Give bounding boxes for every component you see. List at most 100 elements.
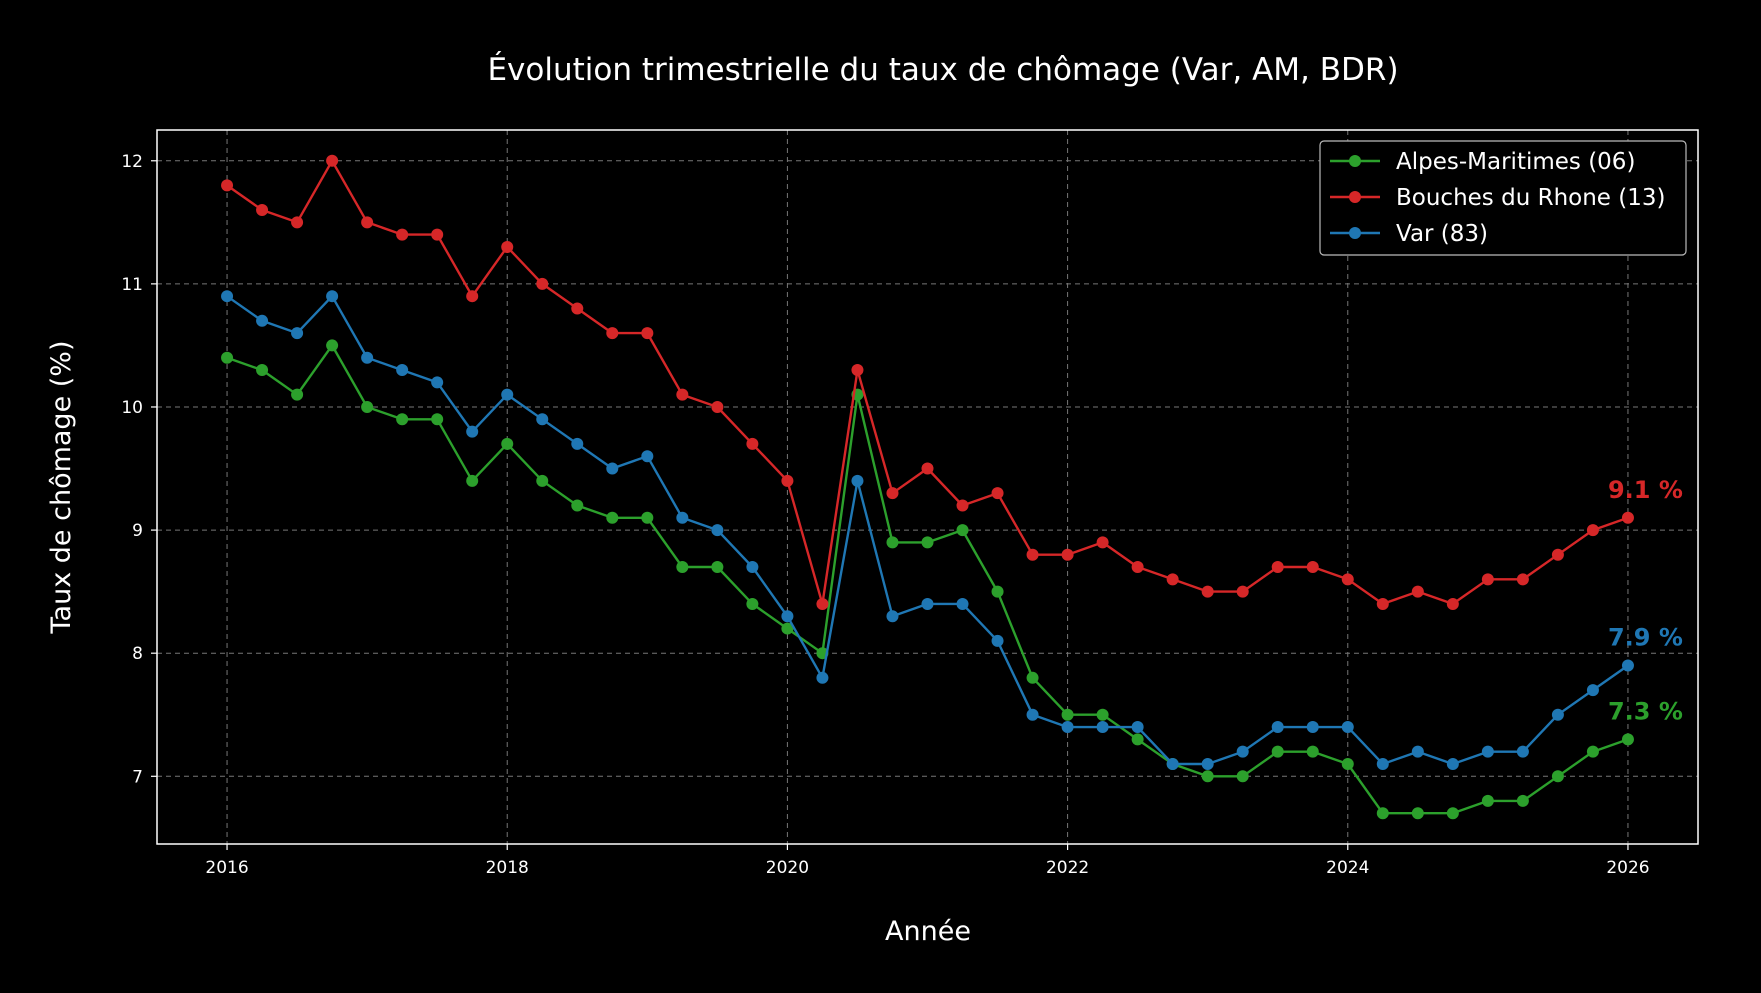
data-point — [1376, 757, 1389, 770]
x-tick-label: 2018 — [486, 858, 529, 878]
legend-marker — [1349, 191, 1361, 203]
legend-item: Bouches du Rhone (13) — [1330, 185, 1665, 211]
data-point — [1271, 721, 1284, 734]
data-point — [1201, 757, 1214, 770]
legend-label: Var (83) — [1396, 221, 1488, 247]
end-value-label: 7.9 % — [1608, 624, 1683, 652]
data-point — [1586, 524, 1599, 537]
y-tick-label: 11 — [121, 275, 143, 295]
data-point — [1551, 548, 1564, 561]
data-point — [711, 400, 724, 413]
y-tick-label: 8 — [132, 644, 143, 664]
data-point — [1306, 561, 1319, 574]
legend-label: Bouches du Rhone (13) — [1396, 185, 1665, 211]
y-tick-label: 10 — [121, 398, 143, 418]
legend: Alpes-Maritimes (06) Bouches du Rhone (13… — [1319, 140, 1687, 256]
plot-frame — [156, 129, 1699, 845]
data-point — [851, 364, 864, 377]
data-point — [466, 425, 479, 438]
data-point — [1551, 708, 1564, 721]
series-2 — [221, 290, 1634, 770]
data-point — [1446, 757, 1459, 770]
data-point — [1411, 585, 1424, 598]
data-point — [1341, 721, 1354, 734]
x-tick-label: 2020 — [766, 858, 809, 878]
data-point — [1621, 733, 1634, 746]
data-point — [781, 474, 794, 487]
data-point — [1376, 597, 1389, 610]
x-tick-label: 2016 — [205, 858, 248, 878]
data-point — [1481, 794, 1494, 807]
data-point — [536, 474, 549, 487]
data-point — [1061, 708, 1074, 721]
data-point — [1306, 745, 1319, 758]
data-point — [956, 597, 969, 610]
data-point — [291, 327, 304, 340]
data-point — [1061, 721, 1074, 734]
data-point — [1096, 721, 1109, 734]
x-axis-label: Année — [885, 916, 971, 947]
data-point — [606, 327, 619, 340]
data-point — [1096, 536, 1109, 549]
legend-marker — [1349, 227, 1361, 239]
data-point — [361, 216, 374, 229]
y-tick-label: 12 — [121, 152, 143, 172]
data-point — [571, 302, 584, 315]
data-point — [501, 240, 514, 253]
data-point — [921, 597, 934, 610]
data-point — [1271, 745, 1284, 758]
y-tick-label: 9 — [132, 521, 143, 541]
data-point — [1236, 585, 1249, 598]
data-point — [396, 413, 409, 426]
data-point — [711, 524, 724, 537]
data-point — [606, 511, 619, 524]
data-point — [571, 437, 584, 450]
data-point — [1131, 561, 1144, 574]
data-point — [466, 474, 479, 487]
data-point — [396, 228, 409, 241]
data-point — [1621, 511, 1634, 524]
end-labels: 7.3 % 9.1 % 7.9 % — [1608, 476, 1683, 726]
y-axis: 7 8 9 10 11 12 — [121, 152, 157, 787]
data-point — [676, 388, 689, 401]
legend-marker — [1349, 155, 1361, 167]
data-point — [1236, 745, 1249, 758]
data-point — [1516, 573, 1529, 586]
data-point — [221, 290, 234, 303]
series-1 — [221, 154, 1634, 610]
data-point — [641, 327, 654, 340]
data-point — [221, 179, 234, 192]
data-point — [1516, 745, 1529, 758]
data-point — [886, 536, 899, 549]
data-point — [781, 622, 794, 635]
data-point — [326, 290, 339, 303]
data-point — [431, 228, 444, 241]
legend-item: Alpes-Maritimes (06) — [1330, 149, 1635, 175]
data-point — [676, 511, 689, 524]
data-point — [991, 634, 1004, 647]
legend-label: Alpes-Maritimes (06) — [1396, 149, 1635, 175]
data-point — [816, 671, 829, 684]
data-point — [851, 474, 864, 487]
data-point — [1446, 597, 1459, 610]
data-point — [816, 597, 829, 610]
data-point — [221, 351, 234, 364]
data-point — [1166, 757, 1179, 770]
data-point — [431, 376, 444, 389]
data-point — [1376, 807, 1389, 820]
data-point — [326, 154, 339, 167]
data-point — [1586, 745, 1599, 758]
y-axis-label: Taux de chômage (%) — [46, 341, 77, 635]
data-point — [501, 437, 514, 450]
chart-title: Évolution trimestrielle du taux de chôma… — [487, 52, 1398, 88]
data-point — [781, 610, 794, 623]
data-point — [676, 561, 689, 574]
data-point — [1341, 757, 1354, 770]
data-point — [431, 413, 444, 426]
data-point — [711, 561, 724, 574]
data-point — [886, 610, 899, 623]
data-point — [256, 204, 269, 217]
data-point — [886, 487, 899, 500]
data-point — [1236, 770, 1249, 783]
end-value-label: 7.3 % — [1608, 697, 1683, 725]
